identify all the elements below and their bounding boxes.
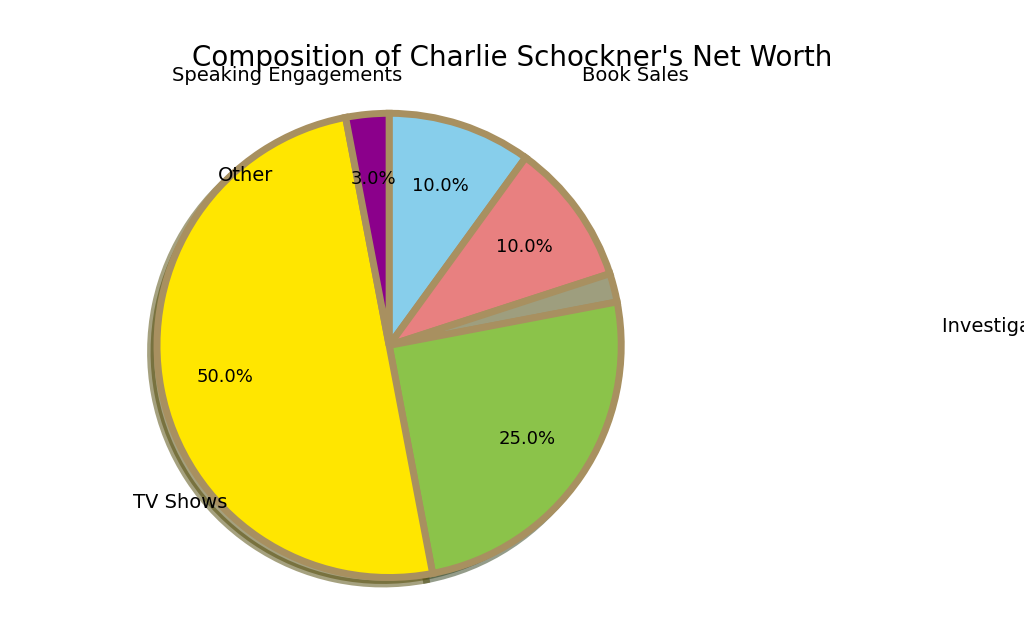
Text: Composition of Charlie Schockner's Net Worth: Composition of Charlie Schockner's Net W… [191, 44, 833, 72]
Text: Other: Other [218, 166, 273, 185]
Text: 50.0%: 50.0% [197, 368, 253, 386]
Wedge shape [389, 113, 525, 345]
Text: Investigative Reporting: Investigative Reporting [942, 317, 1024, 336]
Text: Speaking Engagements: Speaking Engagements [172, 66, 401, 85]
Text: 25.0%: 25.0% [499, 430, 556, 448]
Text: TV Shows: TV Shows [133, 493, 227, 512]
Text: 3.0%: 3.0% [350, 170, 396, 188]
Text: 10.0%: 10.0% [413, 178, 469, 195]
Wedge shape [389, 274, 617, 345]
Text: 10.0%: 10.0% [496, 238, 553, 256]
Text: Book Sales: Book Sales [582, 66, 688, 85]
Wedge shape [157, 117, 432, 578]
Wedge shape [346, 113, 389, 345]
Wedge shape [389, 158, 610, 345]
Wedge shape [389, 302, 622, 573]
